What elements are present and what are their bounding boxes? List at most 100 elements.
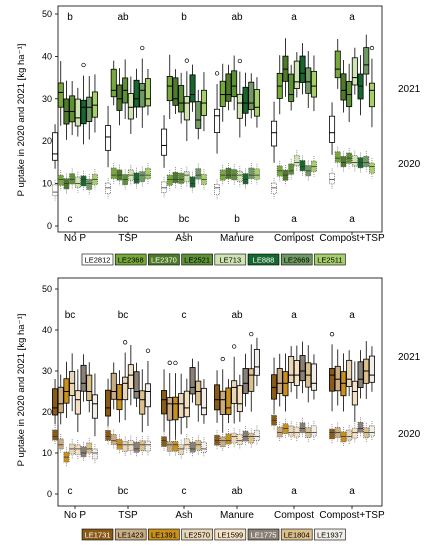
box-2020 [311,425,317,437]
outlier-point [81,62,86,68]
box-2021 [363,47,370,75]
box-2021 [189,367,196,395]
box-2020 [351,155,358,167]
box-2021 [231,70,238,98]
legend-swatch [181,253,213,266]
box-2021 [116,384,123,411]
box-2021 [105,389,112,417]
y-tick-label: 0 [47,489,52,499]
box-2021 [52,132,59,161]
legend-swatch [181,528,213,541]
x-category-label: Manure [220,510,254,521]
y-tick-label: 10 [42,179,52,189]
box-2020 [340,156,347,168]
box-2021 [166,76,173,102]
box-2020 [178,172,185,184]
box-2020 [105,429,111,441]
box-2021 [105,125,112,151]
box-2021 [329,115,336,143]
box-2021 [80,99,87,125]
box-2020 [242,173,249,185]
box-2020 [178,444,185,455]
box-2020 [145,440,151,452]
box-2020 [214,434,220,446]
box-2020 [183,171,190,183]
box-2021 [288,355,295,383]
box-2021 [334,50,341,79]
x-category-label: No P [64,510,87,521]
box-2020 [346,429,353,441]
outlier-point [231,344,237,349]
legend-label: LE1391 [151,531,177,540]
outlier-point [145,348,151,353]
box-2020 [57,174,64,186]
legend-label: LE2370 [151,256,177,265]
legend-swatch [81,528,114,541]
box-2020 [161,181,167,193]
legend-label: LE1804 [284,531,310,540]
significance-letter-2021: b [181,12,187,23]
bottom-panel: P uptake in 2020 and 2021 [kg ha⁻¹] 0 10 2… [16,277,421,541]
legend-label: LE1423 [118,531,144,540]
legend-label: LE2511 [317,256,342,265]
box-2021 [144,78,151,107]
box-2021 [161,128,168,156]
bottom-y-axis-label: P uptake in 2020 and 2021 [kg ha⁻¹] [16,314,27,467]
box-2020 [369,162,375,174]
legend-label: LE2669 [284,256,310,265]
box-2021 [329,368,336,392]
box-2021 [248,81,255,111]
box-2020 [334,151,341,163]
y-tick-label: 20 [42,136,52,146]
significance-letter-2020: bc [118,486,129,497]
y-tick-label: 30 [42,366,52,376]
legend-swatch [314,253,346,266]
box-2021 [288,73,295,102]
outlier-point [214,71,220,76]
x-category-label: Manure [220,233,254,244]
box-2021 [133,79,140,108]
box-2020 [116,438,123,450]
significance-letter-2021: b [67,12,73,23]
box-2021 [310,70,317,98]
legend-label: LE1937 [317,531,343,540]
legend-label: LE2368 [118,256,144,265]
box-2021 [368,82,375,108]
box-2020 [225,167,232,179]
top-panel: P uptake in 2020 and 2021 [kg ha⁻¹] 0 10 2… [16,5,421,266]
box-2020 [74,444,81,456]
box-2021 [271,120,278,147]
box-2020 [139,440,146,452]
y-tick-label: 40 [42,325,52,335]
significance-letter-2021: a [291,310,297,321]
significance-letter-2020: a [349,486,355,497]
legend-swatch [114,528,147,541]
box-2021 [248,368,255,392]
box-2021 [346,81,353,108]
y-tick-label: 0 [47,221,52,231]
significance-letter-2021: ab [231,12,243,23]
box-2020 [236,170,243,182]
box-2020 [293,426,300,438]
bottom-year-label-2020: 2020 [398,429,421,440]
box-2020 [363,155,370,168]
outlier-point [167,360,172,365]
box-2020 [201,441,207,453]
box-2021 [127,364,134,389]
box-2020 [133,172,140,184]
significance-letter-2020: c [182,486,187,497]
box-2020 [329,173,336,185]
significance-letter-2020: a [349,214,355,225]
box-2021 [139,83,146,108]
legend-swatch [148,528,180,541]
box-2020 [231,169,238,181]
box-2020 [189,441,196,453]
significance-letter-2021: c [182,310,187,321]
box-2020 [139,171,146,183]
box-2020 [293,154,300,167]
x-category-label: Compost [274,510,314,521]
box-2020 [254,430,260,441]
legend-swatch [247,528,280,541]
y-tick-label: 30 [42,94,52,104]
box-2020 [299,422,306,434]
